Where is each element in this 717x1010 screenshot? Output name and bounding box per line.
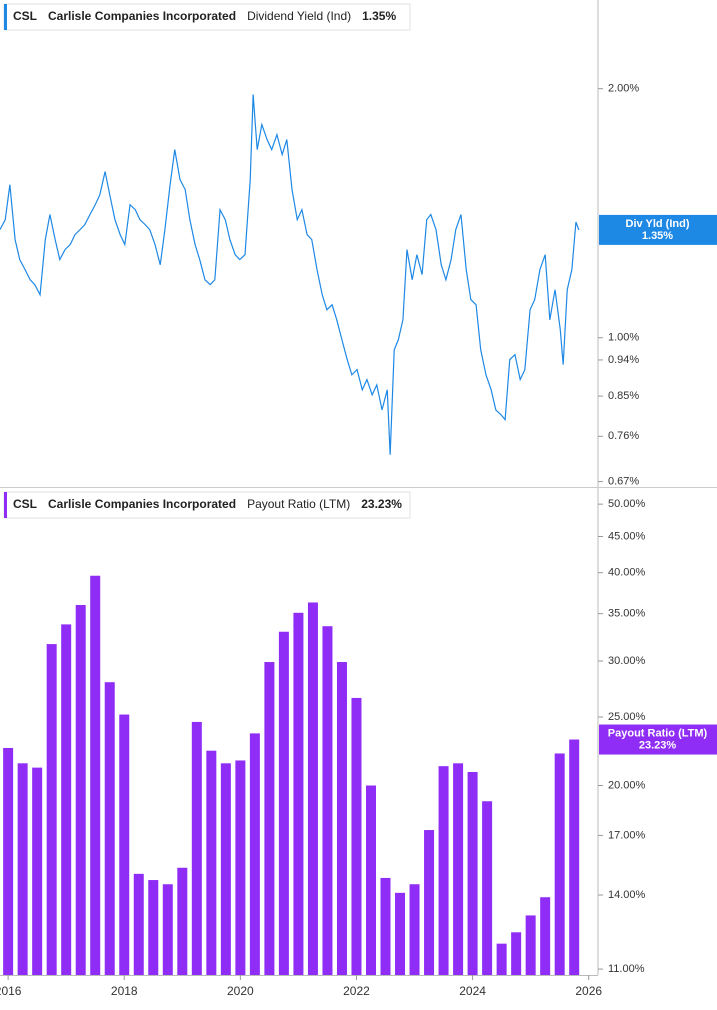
- bar: [46, 644, 57, 975]
- bar: [511, 932, 522, 975]
- x-tick-label: 2018: [111, 984, 138, 998]
- bar: [569, 739, 580, 975]
- y-tick-label: 0.67%: [608, 476, 639, 488]
- y-tick-label: 0.94%: [608, 354, 639, 366]
- bar: [293, 612, 304, 975]
- badge-value: 1.35%: [642, 230, 673, 242]
- bar: [540, 897, 551, 975]
- bar: [162, 884, 173, 975]
- y-tick-label: 40.00%: [608, 567, 646, 579]
- bar: [365, 785, 376, 975]
- legend-ticker: CSL: [13, 497, 37, 511]
- y-tick-label: 1.00%: [608, 332, 639, 344]
- y-tick-label: 14.00%: [608, 889, 646, 901]
- bar: [336, 662, 347, 975]
- legend-color-stripe: [4, 492, 7, 518]
- bar: [119, 714, 130, 975]
- y-tick-label: 17.00%: [608, 829, 646, 841]
- data-line: [0, 94, 580, 455]
- y-tick-label: 35.00%: [608, 608, 646, 620]
- bar: [496, 943, 507, 975]
- bar: [278, 631, 289, 975]
- x-tick-label: 2026: [575, 984, 602, 998]
- y-tick-label: 20.00%: [608, 779, 646, 791]
- legend-value: 23.23%: [361, 497, 402, 511]
- bar: [264, 662, 275, 975]
- bar: [133, 873, 144, 975]
- bar: [220, 763, 231, 975]
- x-tick-label: 2016: [0, 984, 22, 998]
- legend-company: Carlisle Companies Incorporated: [48, 9, 236, 23]
- legend-ticker: CSL: [13, 9, 37, 23]
- legend-series-name: Dividend Yield (Ind): [247, 9, 351, 23]
- badge-name: Payout Ratio (LTM): [608, 727, 708, 739]
- y-tick-label: 0.85%: [608, 390, 639, 402]
- bar: [206, 750, 217, 975]
- bar: [249, 733, 260, 975]
- bar: [307, 602, 318, 975]
- y-tick-label: 11.00%: [608, 963, 645, 975]
- value-badge: [599, 724, 717, 755]
- legend-value: 1.35%: [362, 9, 396, 23]
- x-tick-label: 2020: [227, 984, 254, 998]
- y-tick-label: 45.00%: [608, 530, 646, 542]
- value-badge: [599, 214, 717, 245]
- bar: [525, 915, 536, 975]
- bar: [90, 575, 101, 975]
- bar: [554, 753, 565, 975]
- bar: [61, 624, 72, 975]
- bar: [409, 884, 420, 975]
- bar: [32, 767, 43, 975]
- legend-box: [3, 3, 411, 31]
- bar: [482, 801, 493, 975]
- bar: [424, 830, 435, 975]
- bar: [148, 880, 159, 975]
- bar: [453, 763, 464, 975]
- badge-value: 23.23%: [639, 739, 677, 751]
- bar: [177, 867, 188, 975]
- bar: [322, 626, 333, 975]
- bar: [438, 766, 449, 975]
- legend-color-stripe: [4, 4, 7, 30]
- bar: [467, 771, 478, 975]
- bar: [235, 760, 246, 975]
- y-tick-label: 2.00%: [608, 83, 639, 95]
- bar: [104, 682, 115, 975]
- y-tick-label: 50.00%: [608, 498, 646, 510]
- bar: [75, 605, 86, 975]
- legend-box: [3, 491, 411, 519]
- x-tick-label: 2024: [459, 984, 486, 998]
- badge-name: Div Yld (Ind): [626, 218, 690, 230]
- bar: [17, 763, 28, 975]
- y-tick-label: 25.00%: [608, 711, 646, 723]
- bar: [351, 697, 362, 975]
- bar: [3, 747, 14, 975]
- legend-company: Carlisle Companies Incorporated: [48, 497, 236, 511]
- x-tick-label: 2022: [343, 984, 370, 998]
- legend-series-name: Payout Ratio (LTM): [247, 497, 350, 511]
- bar: [380, 877, 391, 975]
- bar: [395, 892, 406, 975]
- y-tick-label: 30.00%: [608, 655, 646, 667]
- bar: [191, 721, 202, 975]
- y-tick-label: 0.76%: [608, 430, 639, 442]
